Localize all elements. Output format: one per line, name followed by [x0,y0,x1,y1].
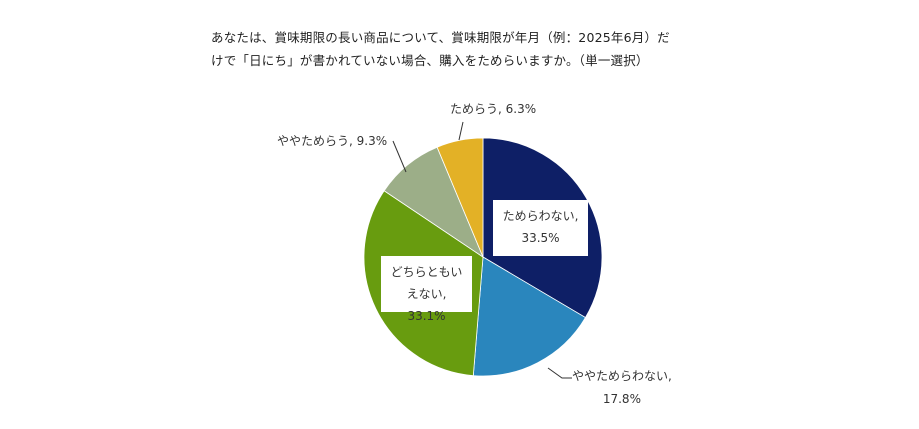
label-yaya-tameraau: ややためらう, 9.3% [277,134,388,148]
chart-title-line-1: あなたは、賞味期限の長い商品について、賞味期限が年月（例：2025年6月）だ [211,30,670,45]
label-tamerawanai-line-1: ためらわない, [502,209,579,223]
label-box-dochiratomoienai: どちらともい えない, 33.1% [381,256,472,323]
pie-slice-1 [472,256,586,377]
pie-slice-4 [436,137,484,258]
leader-line-yaya-tameorawanai [547,367,572,379]
leader-line-tameraau [458,121,464,141]
chart-title: あなたは、賞味期限の長い商品について、賞味期限が年月（例：2025年6月）だ け… [211,26,701,72]
label-yaya-tamerawanai: ややためらわない, 17.8% [572,366,672,409]
label-tamerawanai-line-2: 33.5% [521,231,560,245]
label-box-tamerawanai: ためらわない, 33.5% [493,200,588,256]
label-tameraau: ためらう, 6.3% [450,102,537,116]
label-dochiratomoienai-line-2: えない, 33.1% [406,287,447,323]
leader-line-yaya-tameraau [392,140,407,173]
label-yaya-tamerawanai-line-1: ややためらわない, [572,369,672,383]
label-dochiratomoienai-line-1: どちらともい [390,265,463,279]
label-yaya-tamerawanai-line-2: 17.8% [602,392,641,406]
chart-title-line-2: けで「日にち」が書かれていない場合、購入をためらいますか。（単一選択） [211,53,649,68]
